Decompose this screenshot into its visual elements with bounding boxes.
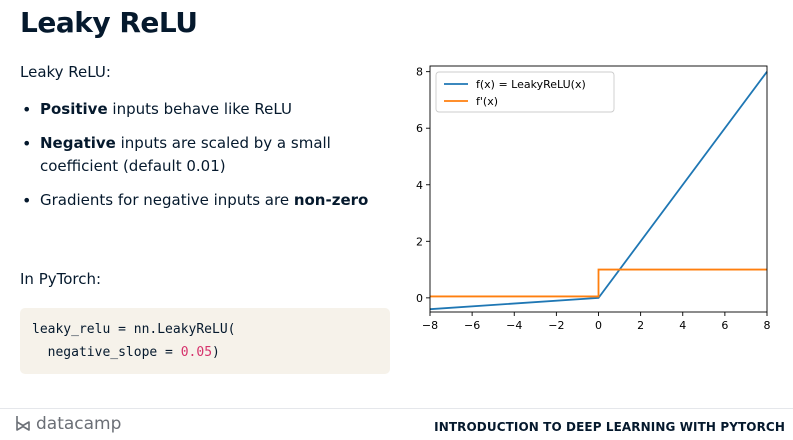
legend-label-0: f(x) = LeakyReLU(x) [476, 78, 586, 91]
brand-logo: datacamp [14, 414, 121, 434]
legend-box [435, 71, 615, 113]
y-tick-label: 4 [416, 179, 423, 192]
bullet-gradients: Gradients for negative inputs are non-ze… [20, 189, 392, 212]
x-tick-label: 0 [595, 319, 602, 332]
slide-title: Leaky ReLU [20, 6, 198, 39]
bullet-negative: Negative inputs are scaled by a small co… [20, 132, 392, 178]
code-line-2-suffix: ) [212, 345, 220, 360]
bullet-list: Positive inputs behave like ReLU Negativ… [20, 98, 392, 223]
bullet-text: inputs behave like ReLU [107, 100, 292, 118]
code-block: leaky_relu = nn.LeakyReLU( negative_slop… [20, 308, 390, 374]
footer-divider [0, 408, 793, 409]
code-line-1: leaky_relu = nn.LeakyReLU( [32, 322, 236, 337]
leaky-relu-chart: −8 −6 −4 −2 0 2 4 6 8 0 2 4 6 8 f(x) = LeakyReLU(x) f'(… [416, 65, 771, 332]
brand-name: datacamp [36, 414, 122, 434]
bullet-positive: Positive inputs behave like ReLU [20, 98, 392, 121]
series-line-1 [430, 268, 767, 298]
y-tick-label: 0 [416, 292, 423, 305]
slide-subtitle: Leaky ReLU: [20, 63, 111, 81]
pytorch-label: In PyTorch: [20, 270, 102, 288]
x-tick-label: −2 [548, 319, 564, 332]
code-line-2-prefix: negative_slope = [32, 345, 181, 360]
x-tick-label: 2 [637, 319, 644, 332]
x-tick-label: −4 [506, 319, 522, 332]
x-tick-label: −6 [464, 319, 480, 332]
legend-label-1: f'(x) [476, 95, 498, 108]
bullet-bold: Negative [40, 134, 116, 152]
y-tick-label: 2 [416, 235, 423, 248]
code-number: 0.05 [180, 345, 213, 360]
y-tick-label: 8 [416, 66, 423, 79]
bullet-text: inputs are scaled by a small coefficient… [40, 134, 331, 175]
datacamp-logo-icon [16, 416, 30, 431]
x-tick-label: −8 [422, 319, 438, 332]
bullet-bold: Positive [40, 100, 108, 118]
x-tick-label: 4 [679, 319, 686, 332]
bullet-text: Gradients for negative inputs are [40, 191, 294, 209]
course-name: INTRODUCTION TO DEEP LEARNING WITH PYTOR… [434, 420, 785, 434]
x-tick-label: 6 [721, 319, 728, 332]
y-tick-label: 6 [416, 122, 423, 135]
x-tick-label: 8 [764, 319, 771, 332]
series-line-0 [429, 71, 768, 311]
bullet-bold: non-zero [293, 191, 369, 209]
